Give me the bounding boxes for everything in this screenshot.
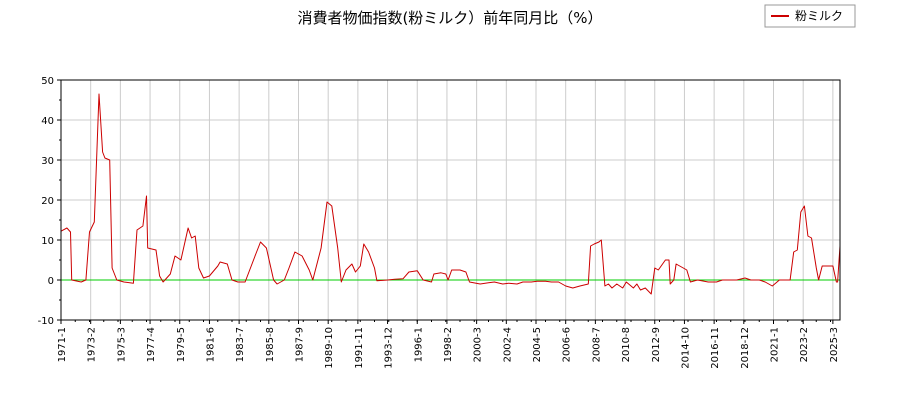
x-tick-label: 1996-1 (413, 327, 424, 362)
y-tick-label: 30 (41, 156, 54, 167)
x-tick-label: 2010-8 (621, 327, 632, 362)
x-axis: 1971-1 1973-2 1975-3 1977-4 1979-5 1981-6 1983… (57, 320, 840, 369)
x-tick-label: 2002-4 (502, 327, 513, 362)
x-tick-label: 1971-1 (57, 327, 68, 362)
x-tick-label: 2023-2 (799, 327, 810, 362)
series-line-0 (60, 93, 841, 295)
series-layer (60, 93, 841, 295)
x-tick-label: 1975-3 (116, 327, 127, 362)
x-tick-label: 1993-12 (384, 327, 395, 369)
x-tick-label: 2016-11 (710, 327, 721, 369)
x-tick-label: 1985-8 (265, 327, 276, 362)
x-tick-label: 2014-10 (680, 327, 691, 369)
grid-lines (60, 79, 840, 321)
x-tick-label: 2021-1 (770, 327, 781, 362)
x-tick-label: 1977-4 (146, 327, 157, 362)
y-tick-label: 20 (41, 196, 54, 207)
x-tick-label: 2012-9 (651, 327, 662, 362)
x-tick-label: 1983-7 (235, 327, 246, 362)
y-tick-label: 50 (41, 76, 54, 87)
chart-title: 消費者物価指数(粉ミルク）前年同月比（%） (297, 9, 602, 27)
x-tick-label: 1987-9 (295, 327, 306, 362)
x-tick-label: 1981-6 (205, 327, 216, 362)
plot-frame (60, 79, 841, 321)
x-tick-label: 2000-3 (473, 327, 484, 362)
x-tick-label: 1973-2 (87, 327, 98, 362)
legend: 粉ミルク (764, 4, 856, 28)
y-tick-label: 10 (41, 236, 54, 247)
x-tick-label: 1989-10 (324, 327, 335, 369)
legend-label: 粉ミルク (795, 9, 843, 23)
x-tick-label: 1991-11 (354, 327, 365, 369)
x-tick-label: 2025-3 (829, 327, 840, 362)
x-tick-label: 2006-6 (562, 327, 573, 362)
y-axis: -10 0 10 20 30 40 50 (38, 76, 61, 327)
legend-box (764, 4, 856, 28)
y-tick-label: 40 (41, 116, 54, 127)
x-tick-label: 2004-5 (532, 327, 543, 362)
x-tick-label: 1998-2 (443, 327, 454, 362)
y-tick-label: -10 (38, 316, 54, 327)
x-tick-label: 2008-7 (591, 327, 602, 362)
y-tick-label: 0 (48, 276, 54, 287)
x-tick-label: 2018-12 (740, 327, 751, 369)
x-tick-label: 1979-5 (176, 327, 187, 362)
